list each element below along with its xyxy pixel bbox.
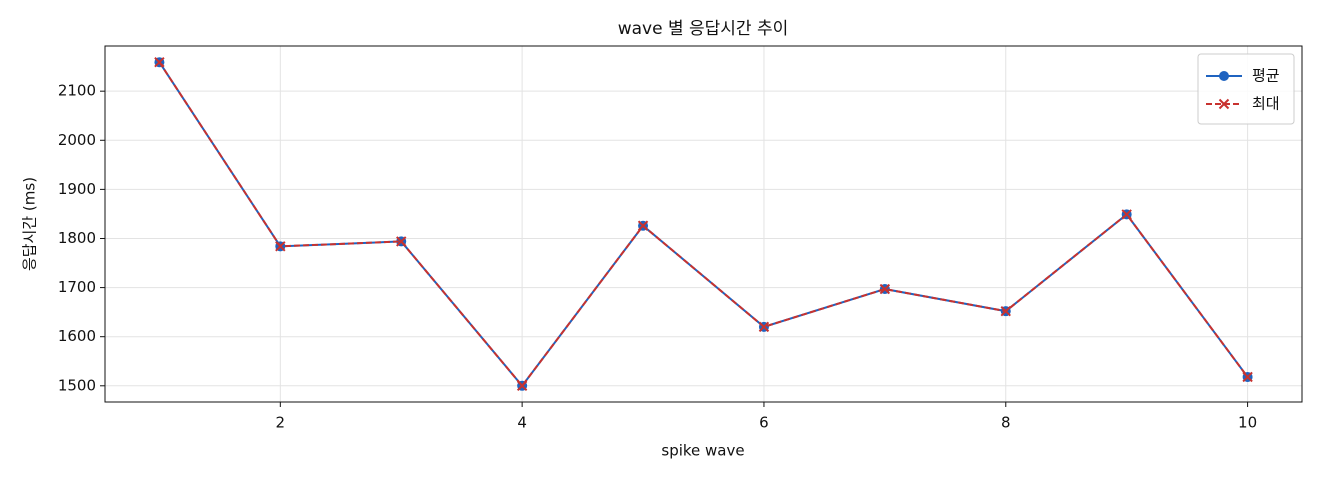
grid: 1500 1600 1700 1800 1900 2000 2100 2 4 6 8 10 bbox=[58, 46, 1302, 432]
x-tick-label: 6 bbox=[759, 414, 769, 432]
y-tick-label: 1900 bbox=[58, 180, 96, 198]
chart-title: wave 별 응답시간 추이 bbox=[618, 19, 789, 39]
x-tick-label: 10 bbox=[1238, 414, 1257, 432]
marker bbox=[879, 283, 891, 295]
marker bbox=[758, 321, 770, 333]
legend-marker bbox=[1218, 98, 1230, 110]
legend-label: 최대 bbox=[1252, 95, 1280, 113]
x-tick-label: 4 bbox=[517, 414, 527, 432]
y-tick-label: 1500 bbox=[58, 376, 96, 394]
marker bbox=[516, 380, 528, 392]
marker bbox=[275, 241, 286, 252]
y-axis-label: 응답시간 (ms) bbox=[21, 177, 39, 271]
marker bbox=[154, 56, 165, 68]
y-tick-label: 1700 bbox=[58, 278, 96, 296]
series-line bbox=[158, 61, 1249, 388]
y-tick-label: 2100 bbox=[58, 82, 96, 100]
marker bbox=[1242, 371, 1253, 383]
marker bbox=[1121, 209, 1132, 220]
marker bbox=[1000, 305, 1011, 317]
y-tick-label: 1800 bbox=[58, 229, 96, 247]
plot-frame bbox=[104, 45, 1303, 403]
legend-box bbox=[1197, 53, 1295, 125]
y-tick-label: 2000 bbox=[58, 131, 96, 149]
x-axis-label: spike wave bbox=[661, 442, 744, 460]
x-tick-label: 8 bbox=[1001, 414, 1011, 432]
marker bbox=[637, 220, 649, 231]
x-tick-label: 2 bbox=[276, 414, 286, 432]
legend-label: 평균 bbox=[1252, 67, 1280, 85]
y-tick-label: 1600 bbox=[58, 327, 96, 345]
legend-marker bbox=[1219, 71, 1229, 81]
marker bbox=[396, 236, 407, 247]
plot bbox=[154, 56, 1253, 392]
